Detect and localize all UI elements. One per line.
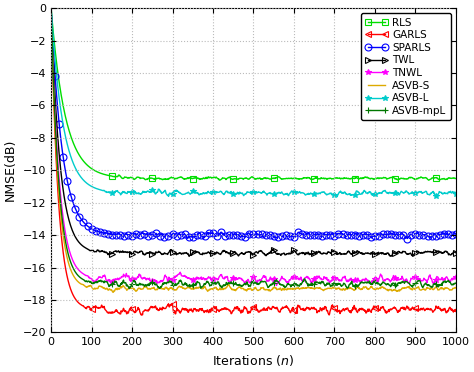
SPARLS	[406, 234, 412, 238]
ASVB-S	[110, 290, 116, 295]
TWL	[379, 252, 384, 256]
ASVB-S	[453, 286, 459, 290]
TNWL	[73, 264, 79, 268]
GARLS	[434, 305, 439, 309]
Line: RLS: RLS	[48, 5, 459, 183]
ASVB-S	[406, 285, 412, 289]
SPARLS	[453, 231, 459, 236]
ASVB-S	[131, 287, 137, 292]
SPARLS	[48, 6, 54, 10]
ASVB-mpL	[131, 279, 137, 283]
TNWL	[379, 273, 384, 278]
ASVB-mpL	[379, 282, 384, 286]
ASVB-mpL	[364, 280, 370, 285]
RLS	[453, 176, 459, 181]
ASVB-S	[379, 285, 384, 289]
RLS	[379, 176, 384, 180]
GARLS	[138, 313, 144, 317]
TWL	[48, 6, 54, 10]
ASVB-mpL	[453, 281, 459, 285]
GARLS	[406, 308, 412, 312]
ASVB-L	[48, 6, 54, 10]
ASVB-L	[406, 192, 412, 196]
X-axis label: Iterations $(n)$: Iterations $(n)$	[212, 353, 294, 368]
TWL	[434, 250, 439, 254]
ASVB-S	[48, 6, 54, 10]
TWL	[364, 251, 370, 256]
Line: ASVB-mpL: ASVB-mpL	[48, 5, 459, 291]
SPARLS	[364, 232, 369, 237]
SPARLS	[434, 234, 439, 239]
ASVB-S	[434, 284, 439, 288]
RLS	[48, 6, 54, 10]
RLS	[130, 177, 136, 181]
Y-axis label: NMSE(dB): NMSE(dB)	[4, 139, 17, 202]
Legend: RLS, GARLS, SPARLS, TWL, TNWL, ASVB-S, ASVB-L, ASVB-mpL: RLS, GARLS, SPARLS, TWL, TNWL, ASVB-S, A…	[361, 13, 451, 120]
ASVB-S	[73, 277, 79, 281]
SPARLS	[379, 233, 384, 237]
ASVB-mpL	[73, 270, 79, 275]
GARLS	[453, 308, 459, 312]
RLS	[426, 178, 431, 182]
Line: ASVB-L: ASVB-L	[48, 5, 459, 199]
ASVB-L	[453, 191, 459, 196]
Line: TNWL: TNWL	[48, 5, 459, 288]
GARLS	[130, 309, 136, 313]
ASVB-L	[364, 191, 369, 195]
Line: SPARLS: SPARLS	[47, 5, 459, 242]
RLS	[364, 175, 369, 180]
ASVB-mpL	[48, 6, 54, 10]
TWL	[73, 235, 79, 240]
RLS	[73, 146, 79, 151]
ASVB-L	[130, 189, 136, 193]
Line: TWL: TWL	[48, 5, 459, 259]
SPARLS	[404, 236, 410, 241]
SPARLS	[130, 231, 136, 236]
TNWL	[453, 275, 459, 279]
TNWL	[364, 277, 370, 282]
Line: ASVB-S: ASVB-S	[51, 8, 456, 292]
TNWL	[48, 6, 54, 10]
ASVB-S	[364, 286, 370, 291]
ASVB-L	[433, 195, 439, 199]
GARLS	[379, 306, 384, 310]
ASVB-mpL	[127, 286, 132, 291]
RLS	[434, 175, 439, 180]
TNWL	[434, 276, 439, 280]
TNWL	[130, 276, 136, 281]
Line: GARLS: GARLS	[48, 5, 459, 318]
ASVB-mpL	[406, 281, 412, 286]
ASVB-L	[73, 167, 79, 171]
TWL	[130, 251, 136, 255]
RLS	[406, 175, 412, 180]
TWL	[406, 251, 412, 256]
TWL	[186, 254, 192, 259]
ASVB-L	[379, 190, 384, 195]
TNWL	[406, 281, 412, 286]
GARLS	[73, 297, 79, 302]
TWL	[453, 251, 459, 255]
ASVB-L	[434, 195, 439, 199]
GARLS	[364, 309, 370, 313]
ASVB-mpL	[434, 283, 439, 288]
GARLS	[48, 6, 54, 10]
TNWL	[273, 283, 279, 288]
SPARLS	[73, 207, 79, 212]
